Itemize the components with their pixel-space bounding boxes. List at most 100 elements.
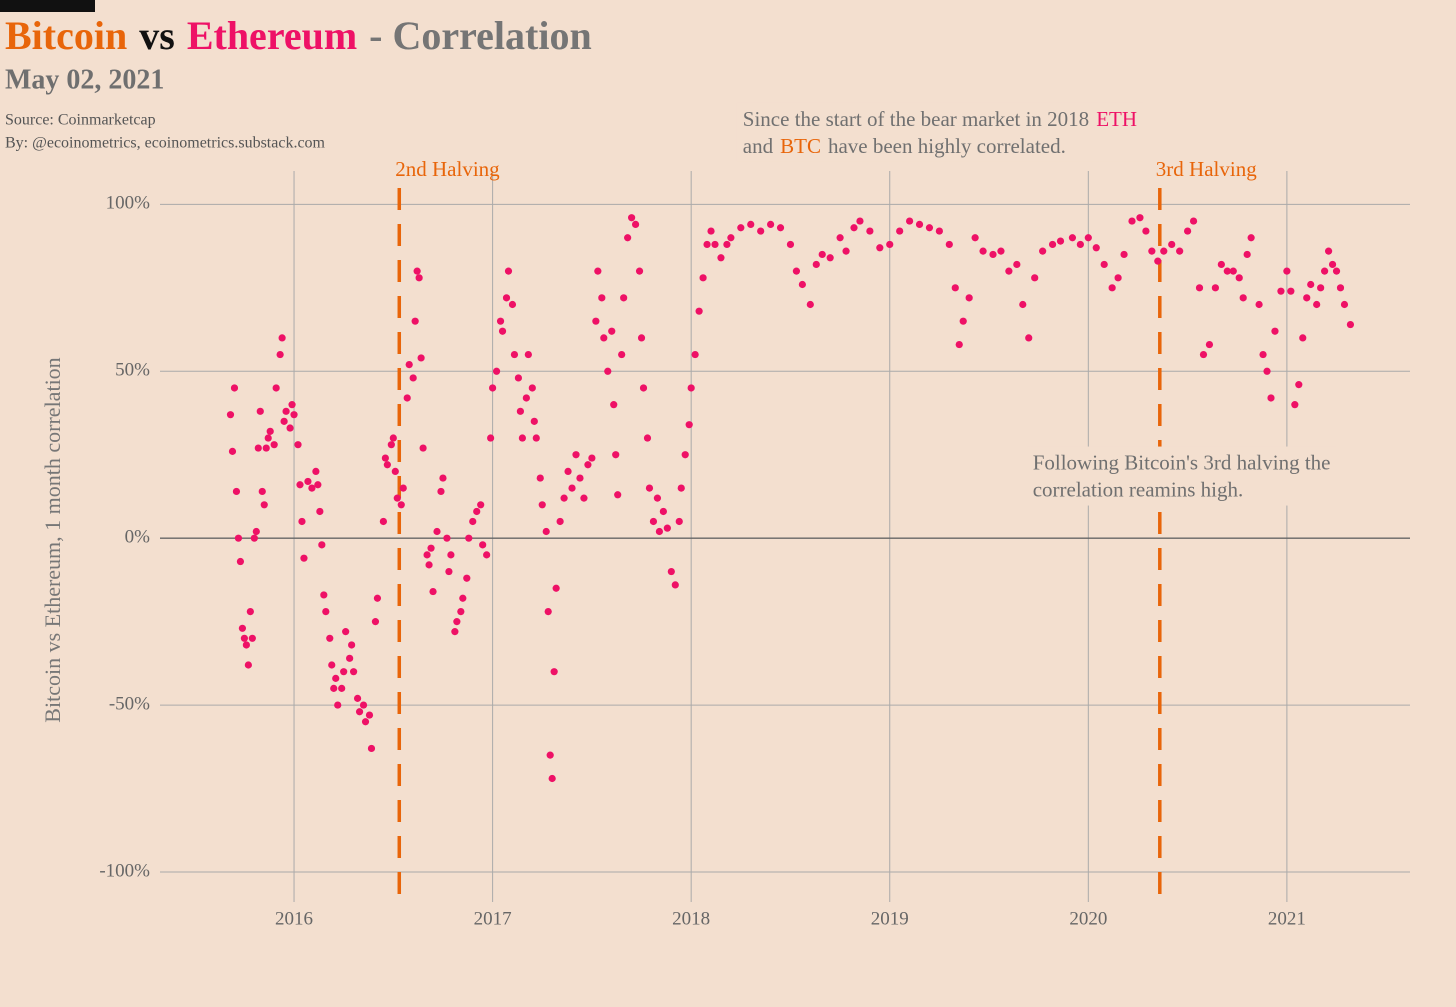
point [681, 451, 689, 459]
point [951, 284, 959, 292]
point [792, 267, 801, 275]
point [1321, 267, 1329, 275]
point [1271, 327, 1279, 335]
point [286, 424, 294, 432]
point [798, 280, 806, 289]
y-tick-label: -100% [99, 860, 150, 881]
point [1005, 267, 1013, 275]
point [346, 654, 354, 662]
point [312, 467, 320, 476]
point [463, 574, 471, 582]
point [445, 567, 453, 576]
point [737, 224, 745, 232]
source: Source: Coinmarketcap [5, 112, 156, 129]
point [618, 350, 626, 359]
point [925, 224, 934, 232]
point [1160, 247, 1168, 255]
point [604, 367, 612, 375]
annotation-text: and [743, 134, 774, 158]
point [504, 267, 513, 275]
point [639, 384, 648, 392]
point [353, 694, 362, 702]
point [262, 444, 270, 452]
point [548, 774, 556, 783]
point [818, 250, 826, 259]
point [610, 401, 618, 409]
point [264, 434, 272, 442]
point [594, 267, 602, 275]
point [608, 327, 616, 335]
point [1195, 284, 1204, 292]
point [1263, 367, 1271, 375]
point [355, 708, 364, 716]
point [443, 534, 451, 542]
point [423, 551, 431, 559]
point [580, 494, 588, 502]
point [1205, 340, 1214, 349]
chart-subtitle: May 02, 2021 [5, 64, 164, 95]
point [592, 317, 600, 325]
point [498, 327, 507, 335]
annotation: Following Bitcoin's 3rd halving the corre… [1026, 446, 1337, 506]
point [361, 718, 370, 726]
point [1287, 287, 1295, 295]
point [556, 517, 564, 526]
point [457, 608, 465, 616]
point [643, 434, 652, 442]
point [653, 494, 662, 502]
point [637, 334, 646, 342]
point [453, 618, 461, 626]
point [348, 641, 356, 649]
point [544, 608, 552, 616]
point [234, 534, 243, 542]
point [812, 260, 820, 269]
point [228, 447, 237, 455]
point [1031, 274, 1039, 282]
point [465, 534, 473, 542]
point [655, 527, 664, 536]
point [1154, 257, 1162, 265]
point [278, 334, 286, 342]
point [598, 294, 606, 302]
point [1223, 267, 1231, 275]
point [433, 527, 441, 536]
point [1267, 394, 1275, 402]
point [757, 227, 765, 235]
point [856, 217, 864, 225]
point [1084, 234, 1092, 242]
y-tick-label: 100% [106, 193, 151, 214]
point [723, 240, 731, 249]
annotation-text: ETH [1096, 107, 1137, 131]
point [979, 247, 987, 255]
point [866, 227, 874, 235]
point [1128, 217, 1136, 225]
annotation-text: Since the start of the bear market in 20… [743, 107, 1089, 131]
y-tick-label: -50% [109, 693, 150, 714]
annotation-line: Following Bitcoin's 3rd halving the [1033, 451, 1331, 475]
point [524, 350, 532, 359]
point [945, 240, 953, 249]
point [451, 628, 459, 636]
point [1229, 267, 1237, 275]
point [1328, 260, 1337, 269]
point [776, 224, 785, 232]
point [997, 247, 1005, 255]
point [399, 484, 407, 492]
point [296, 481, 304, 489]
point [429, 587, 437, 596]
point [649, 517, 658, 526]
point [232, 487, 241, 496]
point [242, 641, 250, 649]
point [1025, 334, 1033, 342]
point [1184, 227, 1192, 235]
point [226, 411, 235, 419]
source: By: @ecoinometrics, ecoinometrics.substa… [5, 135, 326, 152]
point [1136, 214, 1144, 222]
point [645, 484, 654, 492]
point [1295, 381, 1303, 389]
point [397, 501, 405, 509]
point [425, 561, 433, 569]
point [371, 618, 380, 626]
point [330, 684, 338, 692]
